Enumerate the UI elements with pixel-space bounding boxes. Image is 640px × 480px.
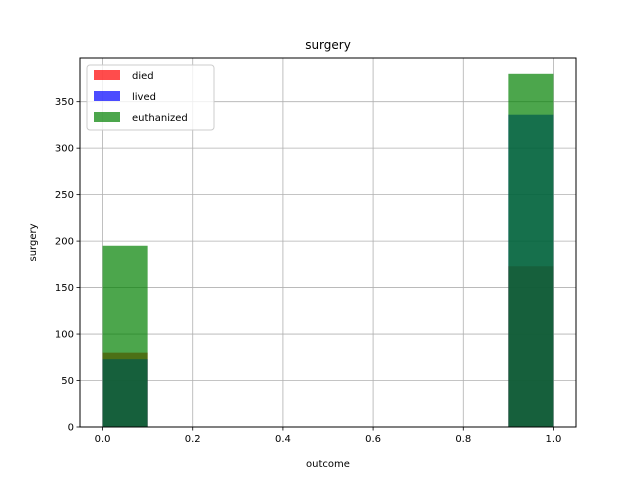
x-tick-label: 0.4 — [275, 434, 291, 445]
y-axis-ticks: 0 50 100 150 200 250 300 350 — [55, 97, 80, 434]
legend: died lived euthanized — [86, 64, 215, 131]
legend-swatch-lived — [94, 91, 120, 101]
legend-label-lived: lived — [132, 92, 156, 103]
x-axis-label: outcome — [306, 459, 350, 470]
x-tick-label: 0.0 — [95, 434, 111, 445]
legend-label-euthanized: euthanized — [132, 113, 188, 124]
y-tick-label: 150 — [55, 283, 74, 294]
y-tick-label: 200 — [55, 237, 74, 248]
bars-layer — [102, 73, 554, 428]
plot-frame — [79, 57, 577, 428]
bar-euthanized-1 — [508, 73, 554, 427]
chart-title: surgery — [305, 38, 351, 52]
y-tick-label: 0 — [68, 423, 74, 434]
y-tick-label: 50 — [61, 376, 74, 387]
legend-swatch-euthanized — [94, 112, 120, 122]
bar-euthanized-0 — [102, 245, 148, 427]
x-tick-label: 0.2 — [185, 434, 201, 445]
y-axis-label: surgery — [28, 223, 39, 261]
x-tick-label: 0.6 — [365, 434, 381, 445]
x-tick-label: 1.0 — [546, 434, 562, 445]
x-axis-ticks: 0.0 0.2 0.4 0.6 0.8 1.0 — [95, 427, 562, 445]
y-tick-label: 300 — [55, 144, 74, 155]
legend-swatch-died — [94, 70, 120, 80]
legend-label-died: died — [132, 71, 154, 82]
y-tick-label: 250 — [55, 190, 74, 201]
x-tick-label: 0.8 — [455, 434, 471, 445]
y-tick-label: 350 — [55, 97, 74, 108]
y-tick-label: 100 — [55, 330, 74, 341]
